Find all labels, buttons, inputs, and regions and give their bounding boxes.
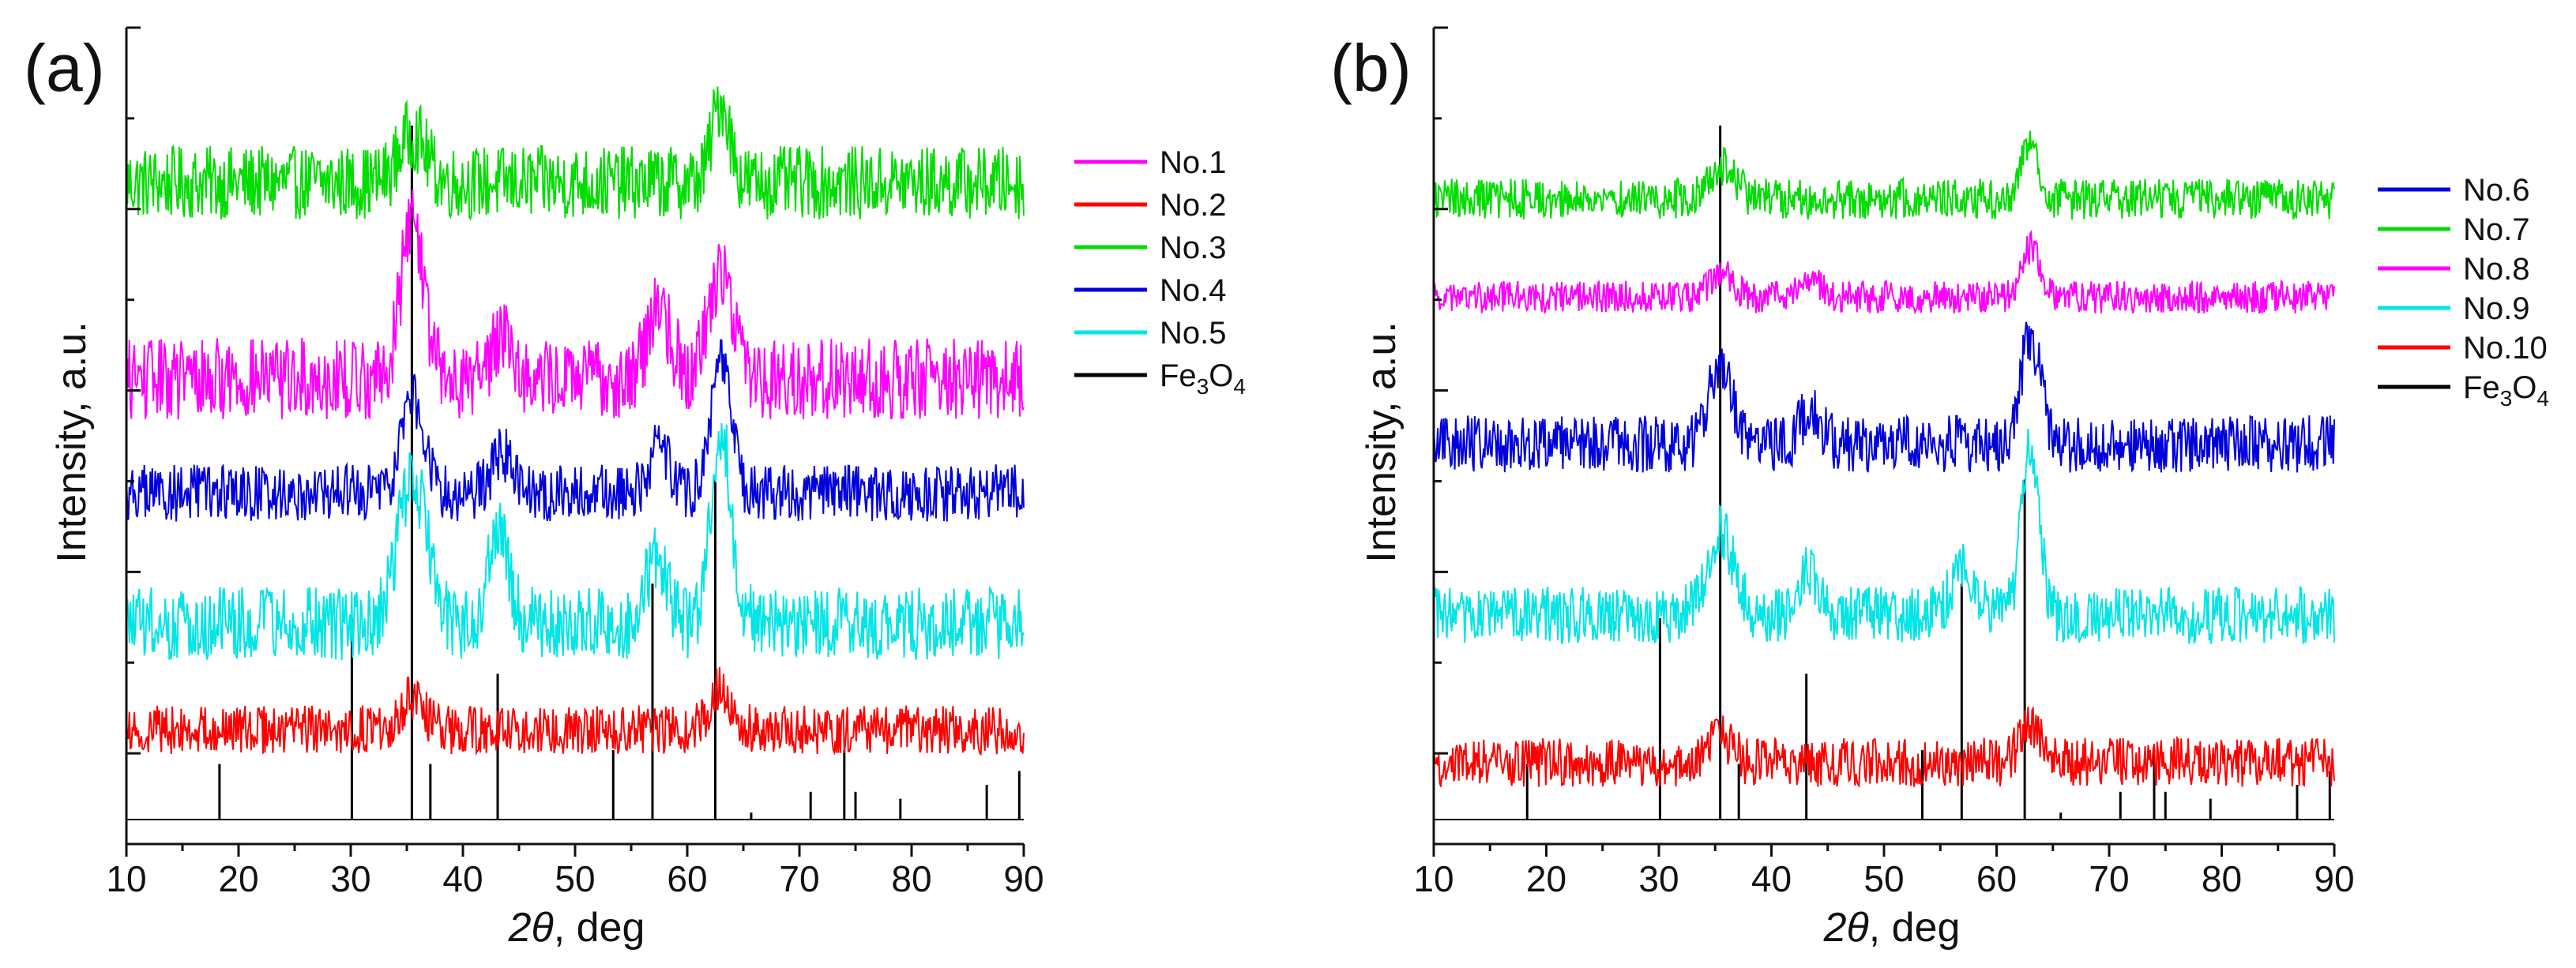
series-line-no3 — [126, 86, 1025, 221]
panel-a-axes: 10 20 30 40 50 60 70 80 90 — [106, 26, 1044, 899]
legend-label: No.8 — [2463, 252, 2530, 287]
legend-label: No.6 — [2463, 173, 2530, 208]
x-tick-label: 90 — [1003, 858, 1044, 899]
series-line-no10 — [1433, 706, 2335, 789]
series-line-no9 — [1433, 428, 2335, 644]
x-tick-label: 40 — [1751, 858, 1792, 899]
legend-label: No.10 — [2463, 331, 2548, 366]
panel-b-plot-area — [1433, 126, 2335, 820]
panel-b-label: (b) — [1330, 31, 1412, 105]
series-line-no5 — [126, 422, 1025, 660]
x-tick-label: 90 — [2314, 858, 2354, 899]
legend-item: Fe3O4 — [1074, 358, 1246, 399]
legend-item: No.8 — [2378, 252, 2530, 287]
panel-b-x-axis-title: 2θ, deg — [1823, 905, 1961, 951]
series-line-no7 — [1433, 130, 2335, 220]
legend-item: No.1 — [1074, 145, 1227, 180]
series-line-no1 — [126, 189, 1025, 420]
x-tick-label: 70 — [2089, 858, 2129, 899]
x-tick-label: 60 — [667, 858, 707, 899]
series-line-no4 — [126, 339, 1025, 522]
x-tick-label: 80 — [2202, 858, 2242, 899]
legend-item: No.4 — [1074, 273, 1227, 308]
panel-b-axes: 10 20 30 40 50 60 70 80 90 — [1413, 26, 2355, 899]
legend-label: No.7 — [2463, 212, 2530, 247]
x-tick-label: 30 — [1638, 858, 1679, 899]
legend-item: No.2 — [1074, 188, 1227, 223]
x-tick-label: 10 — [1413, 858, 1453, 899]
legend-label: No.4 — [1160, 273, 1227, 308]
panel-b-y-axis-title: Intensity, a.u. — [1359, 321, 1405, 562]
x-tick-label: 10 — [106, 858, 146, 899]
legend-item: No.10 — [2378, 331, 2548, 366]
legend-item: Fe3O4 — [2378, 370, 2549, 411]
x-tick-label: 70 — [779, 858, 819, 899]
panel-b: (b) 10 20 30 40 50 60 70 80 90 Intensity, a.u. 2… — [1330, 26, 2549, 951]
panel-a-x-axis-title-prefix: 2 — [508, 905, 532, 951]
x-tick-label: 30 — [330, 858, 370, 899]
panel-a-label: (a) — [24, 31, 105, 105]
series-line-no8 — [1433, 229, 2335, 315]
panel-b-legend: No.6 No.7 No.8 No.9 No.10 Fe3O4 — [2378, 173, 2549, 411]
panel-a-x-axis-title-theta: θ — [532, 905, 554, 951]
panel-b-x-axis-title-theta: θ — [1847, 905, 1869, 951]
panel-a: (a) 10 20 30 40 50 60 70 80 90 Intensity, a.u. 2… — [24, 26, 1246, 951]
legend-label: Fe3O4 — [1160, 358, 1246, 399]
panel-a-x-axis-title-suffix: , deg — [554, 905, 645, 951]
x-tick-label: 20 — [218, 858, 258, 899]
panel-a-plot-area — [126, 86, 1025, 820]
legend-item: No.5 — [1074, 316, 1227, 351]
x-tick-label: 60 — [1976, 858, 2017, 899]
legend-item: No.3 — [1074, 231, 1227, 265]
x-tick-label: 80 — [891, 858, 931, 899]
x-tick-label: 20 — [1526, 858, 1566, 899]
legend-item: No.6 — [2378, 173, 2530, 208]
legend-item: No.7 — [2378, 212, 2530, 247]
legend-label: No.2 — [1160, 188, 1227, 223]
series-line-no6 — [1433, 321, 2335, 473]
panel-a-x-axis-title: 2θ, deg — [508, 905, 645, 951]
legend-item: No.9 — [2378, 291, 2530, 326]
legend-label: No.5 — [1160, 316, 1227, 351]
legend-label: No.9 — [2463, 291, 2530, 326]
legend-label: No.3 — [1160, 231, 1227, 265]
x-tick-label: 50 — [555, 858, 595, 899]
panel-a-y-axis-title: Intensity, a.u. — [49, 321, 95, 562]
legend-label: No.1 — [1160, 145, 1227, 180]
legend-label: Fe3O4 — [2463, 370, 2549, 411]
panel-a-legend: No.1 No.2 No.3 No.4 No.5 Fe3O4 — [1074, 145, 1246, 399]
x-tick-label: 50 — [1863, 858, 1904, 899]
series-line-no2 — [126, 667, 1025, 756]
panel-b-x-axis-title-prefix: 2 — [1823, 905, 1847, 951]
panel-b-x-axis-title-suffix: , deg — [1869, 905, 1961, 951]
x-tick-label: 40 — [442, 858, 483, 899]
